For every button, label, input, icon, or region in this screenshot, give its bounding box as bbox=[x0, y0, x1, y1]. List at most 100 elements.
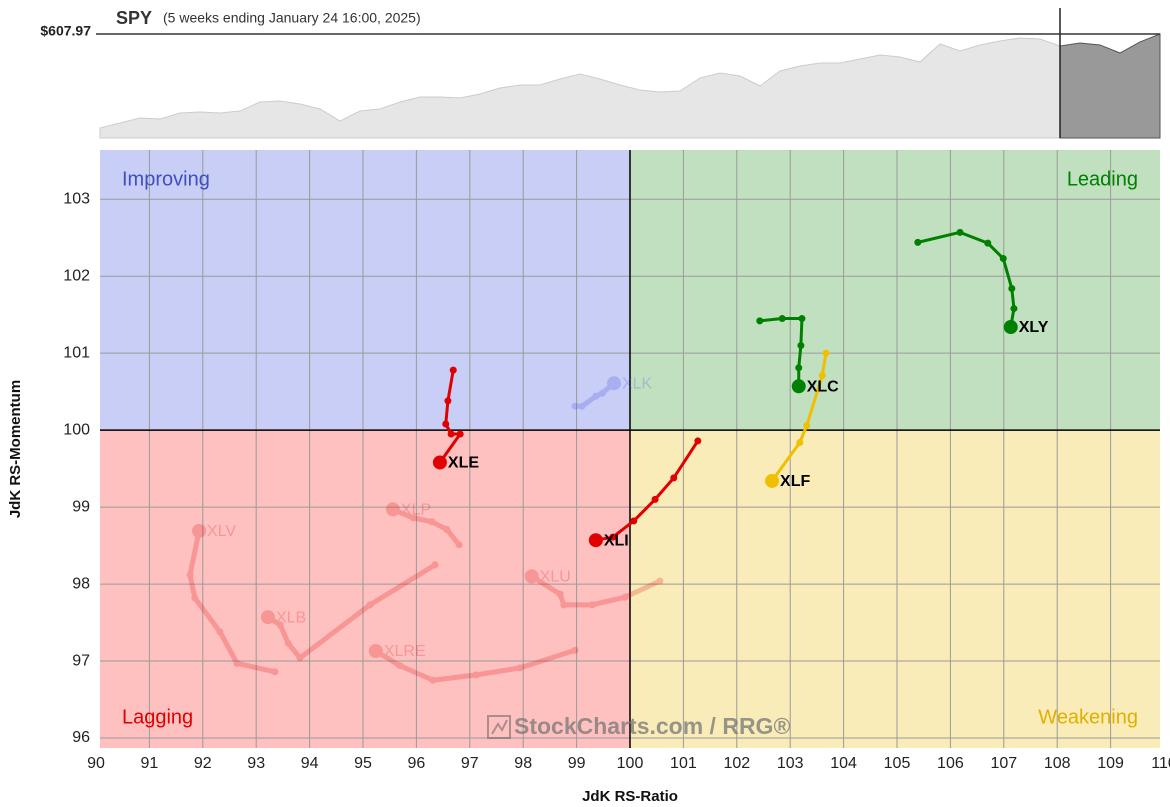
trail-head bbox=[588, 533, 603, 548]
trail-line bbox=[390, 506, 462, 548]
trail-point bbox=[571, 402, 579, 410]
trail-point bbox=[984, 239, 992, 247]
trail-point bbox=[818, 372, 826, 380]
trail-line bbox=[572, 380, 617, 409]
trail-point bbox=[588, 601, 596, 609]
trail-point bbox=[516, 664, 524, 672]
trail-point bbox=[796, 438, 804, 446]
trail-point bbox=[455, 541, 463, 549]
trail-point bbox=[956, 228, 964, 236]
price-area-recent bbox=[1059, 33, 1161, 139]
x-tick-label: 95 bbox=[354, 755, 372, 772]
trail-head bbox=[385, 502, 400, 517]
x-tick-label: 98 bbox=[514, 755, 532, 772]
series-label: XLK bbox=[622, 375, 653, 392]
y-axis-label: JdK RS-Momentum bbox=[7, 380, 24, 518]
trail-point bbox=[191, 594, 199, 602]
x-tick-label: 92 bbox=[194, 755, 212, 772]
trail-point bbox=[1008, 285, 1016, 293]
trail-point bbox=[822, 349, 830, 357]
quadrant bbox=[100, 430, 630, 748]
trail bbox=[588, 437, 702, 548]
series-label: XLE bbox=[448, 455, 479, 472]
trail-point bbox=[276, 621, 284, 629]
trail: XLU bbox=[524, 569, 664, 609]
quadrant-label: Improving bbox=[122, 168, 210, 190]
trail bbox=[756, 315, 806, 394]
trail bbox=[765, 349, 830, 488]
trail-point bbox=[429, 676, 437, 684]
trail: XLV bbox=[186, 523, 279, 676]
x-tick-label: 103 bbox=[777, 755, 804, 772]
trail-point bbox=[233, 659, 241, 667]
trail-point bbox=[999, 255, 1007, 263]
chart-title: SPY bbox=[116, 8, 152, 28]
trail-point bbox=[409, 514, 417, 522]
trail-point bbox=[443, 525, 451, 533]
trail-point bbox=[447, 430, 455, 438]
trail-head bbox=[260, 610, 275, 625]
trail-point bbox=[271, 668, 279, 676]
y-tick-label: 97 bbox=[72, 652, 90, 669]
trail-point bbox=[296, 654, 304, 662]
series-label: XLU bbox=[540, 569, 571, 586]
trail-point bbox=[472, 671, 480, 679]
x-tick-label: 94 bbox=[301, 755, 319, 772]
trail bbox=[432, 366, 464, 470]
series-label: XLV bbox=[207, 523, 236, 540]
trail-head bbox=[524, 569, 539, 584]
y-tick-label: 98 bbox=[72, 575, 90, 592]
trail-point bbox=[186, 571, 194, 579]
x-tick-label: 91 bbox=[141, 755, 159, 772]
trail-head bbox=[765, 473, 780, 488]
y-tick-label: 101 bbox=[63, 344, 90, 361]
trail-line bbox=[187, 528, 278, 675]
trail-head bbox=[192, 523, 207, 538]
trail-line bbox=[438, 368, 462, 464]
y-tick-label: 102 bbox=[63, 267, 90, 284]
trail-point bbox=[598, 389, 606, 397]
last-price-label: $607.97 bbox=[40, 23, 91, 39]
x-tick-label: 105 bbox=[884, 755, 911, 772]
trail-point bbox=[656, 577, 664, 585]
trail-line bbox=[529, 573, 663, 608]
trail-point bbox=[396, 662, 404, 670]
trail-point bbox=[428, 518, 436, 526]
y-tick-label: 99 bbox=[72, 498, 90, 515]
quadrant-label: Lagging bbox=[122, 706, 193, 728]
trail-point bbox=[630, 517, 638, 525]
trail-point bbox=[778, 315, 786, 323]
x-tick-label: 96 bbox=[408, 755, 426, 772]
x-tick-label: 101 bbox=[670, 755, 697, 772]
x-tick-label: 97 bbox=[461, 755, 479, 772]
trail-point bbox=[651, 495, 659, 503]
quadrant bbox=[630, 430, 1160, 748]
trail: XLP bbox=[385, 502, 463, 549]
quadrant bbox=[100, 150, 630, 431]
trail-point bbox=[609, 533, 617, 541]
trail-point bbox=[442, 420, 450, 428]
trail-point bbox=[798, 315, 806, 323]
trail: XLK bbox=[571, 375, 653, 410]
y-tick-label: 96 bbox=[72, 729, 90, 746]
trail-head bbox=[791, 379, 806, 394]
x-tick-label: 100 bbox=[617, 755, 644, 772]
price-area bbox=[99, 37, 1061, 139]
trail-point bbox=[694, 437, 702, 445]
x-tick-label: 106 bbox=[937, 755, 964, 772]
trail-point bbox=[571, 646, 579, 654]
trail-point bbox=[621, 593, 629, 601]
quadrant-label: Leading bbox=[1067, 168, 1138, 190]
trail bbox=[914, 228, 1018, 335]
chart-subtitle: (5 weeks ending January 24 16:00, 2025) bbox=[163, 10, 421, 26]
trail-point bbox=[284, 639, 292, 647]
trail-point bbox=[366, 601, 374, 609]
trail-head bbox=[1003, 320, 1018, 335]
trail-point bbox=[216, 628, 224, 636]
trail-point bbox=[797, 341, 805, 349]
trail-line bbox=[373, 647, 578, 683]
series-label: XLI bbox=[604, 532, 629, 549]
trail-line bbox=[265, 562, 438, 661]
trail: XLRE bbox=[368, 643, 579, 684]
